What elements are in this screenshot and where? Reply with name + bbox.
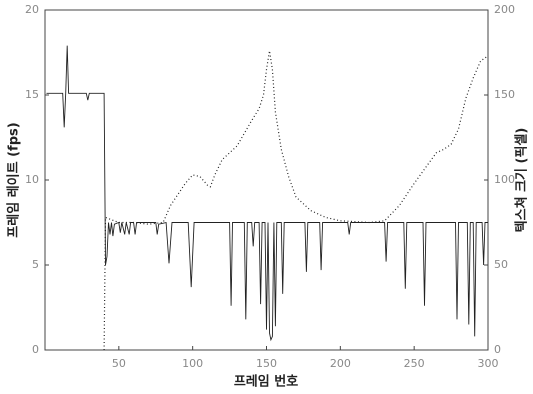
y-axis-title: 프레임 레이트 (fps) xyxy=(6,122,22,237)
y-tick-label: 10 xyxy=(25,173,39,186)
y2-tick-label: 100 xyxy=(494,173,515,186)
y2-tick-label: 200 xyxy=(494,3,515,16)
series-line xyxy=(103,50,489,351)
x-tick-label: 100 xyxy=(182,357,203,370)
y-tick-label: 15 xyxy=(25,88,39,101)
y-tick-label: 20 xyxy=(25,3,39,16)
x-tick-label: 250 xyxy=(404,357,425,370)
y-tick-label: 0 xyxy=(32,343,39,356)
x-tick-label: 200 xyxy=(330,357,351,370)
y2-tick-label: 150 xyxy=(494,88,515,101)
series-line xyxy=(46,45,488,342)
x-tick-label: 300 xyxy=(478,357,499,370)
x-tick-label: 150 xyxy=(256,357,277,370)
y2-tick-label: 0 xyxy=(494,343,501,356)
x-axis-title: 프레임 번호 xyxy=(234,375,298,390)
x-tick-label: 50 xyxy=(112,357,126,370)
y2-axis-title: 텍스쳐 크기 (픽셀) xyxy=(514,128,530,233)
y-tick-label: 5 xyxy=(32,258,39,271)
y2-tick-label: 50 xyxy=(494,258,508,271)
